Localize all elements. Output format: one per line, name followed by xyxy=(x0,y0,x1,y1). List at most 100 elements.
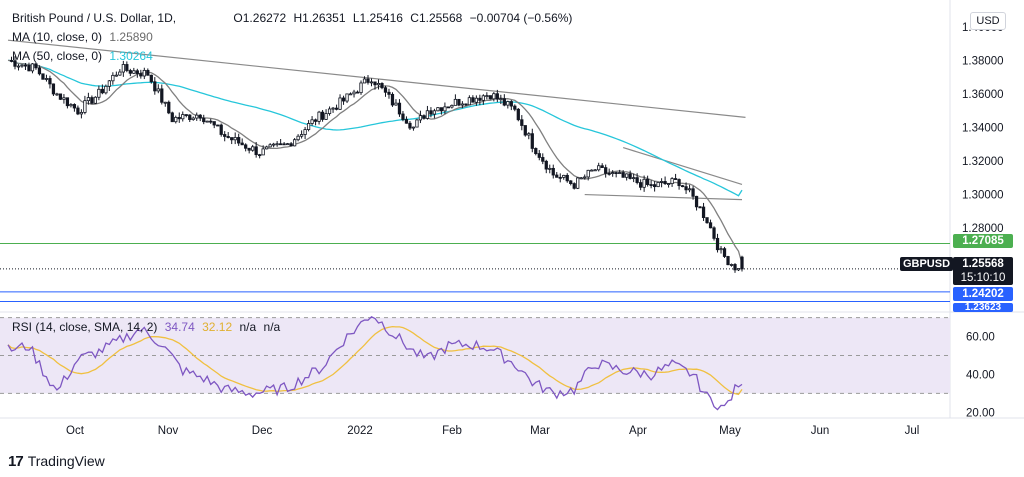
candle-body xyxy=(677,179,681,187)
price-tick-label: 1.36000 xyxy=(962,89,1004,101)
time-axis-label: Jun xyxy=(811,425,830,437)
brand-name: TradingView xyxy=(27,453,105,469)
candle-body xyxy=(16,65,21,68)
price-tick-label: 1.32000 xyxy=(962,156,1004,168)
candle-body xyxy=(527,133,531,136)
candle-body xyxy=(523,125,527,136)
candle-body xyxy=(355,91,360,94)
candle-body xyxy=(177,116,181,120)
rsi-label: RSI (14, close, SMA, 14, 2) xyxy=(12,320,158,334)
ma50-legend[interactable]: MA (50, close, 0) 1.30264 xyxy=(12,49,157,63)
candle-body xyxy=(313,119,318,122)
candle-body xyxy=(397,102,402,115)
candle-body xyxy=(142,69,146,77)
last-price-tag: 1.25568 15:10:10 xyxy=(953,257,1013,285)
candle-body xyxy=(55,93,59,96)
candle-body xyxy=(97,88,101,98)
candle-body xyxy=(401,113,405,120)
candle-body xyxy=(268,144,272,148)
candle-body xyxy=(219,124,223,135)
candle-body xyxy=(604,167,608,174)
candle-body xyxy=(432,110,437,115)
candle-body xyxy=(509,101,513,107)
candle-body xyxy=(422,115,426,119)
candle-body xyxy=(729,264,734,266)
candle-body xyxy=(226,136,230,138)
candle-body xyxy=(436,107,440,112)
candle-body xyxy=(652,184,657,188)
candle-body xyxy=(167,101,171,114)
candle-body xyxy=(628,173,632,179)
candle-body xyxy=(467,97,471,106)
green-level-tag: 1.27085 xyxy=(953,234,1013,248)
symbol-tag: GBPUSD xyxy=(900,257,953,271)
candle-body xyxy=(114,74,118,77)
candle-body xyxy=(338,97,342,110)
candle-body xyxy=(345,93,349,102)
tradingview-icon: 17 xyxy=(8,453,24,470)
candle-body xyxy=(93,96,98,104)
candle-body xyxy=(541,157,545,162)
candle-body xyxy=(79,111,84,115)
candle-body xyxy=(649,184,653,186)
candle-body xyxy=(513,105,517,110)
candle-body xyxy=(48,78,52,85)
candle-body xyxy=(387,91,391,95)
candle-body xyxy=(516,108,520,121)
candle-body xyxy=(740,256,744,270)
candle-body xyxy=(163,101,167,104)
candle-body xyxy=(736,268,741,271)
ohlc-open: O1.26272 xyxy=(233,11,287,25)
candle-body xyxy=(317,111,321,122)
candle-body xyxy=(366,78,370,83)
time-axis-label: 2022 xyxy=(347,425,373,437)
candle-body xyxy=(625,173,629,178)
ma50-line xyxy=(7,59,743,197)
candle-body xyxy=(111,74,115,82)
candle-body xyxy=(537,153,541,158)
candle-body xyxy=(373,81,377,86)
candle-body xyxy=(464,103,468,106)
candle-body xyxy=(593,169,597,172)
candle-body xyxy=(65,97,70,107)
candle-body xyxy=(359,82,363,94)
candle-body xyxy=(121,64,125,73)
candle-body xyxy=(544,160,548,170)
horizontal-levels[interactable] xyxy=(0,242,950,303)
ma10-legend[interactable]: MA (10, close, 0) 1.25890 xyxy=(12,30,157,44)
candle-body xyxy=(369,81,374,84)
candle-body xyxy=(160,88,164,103)
candle-body xyxy=(348,93,353,96)
candle-body xyxy=(576,177,580,189)
candle-body xyxy=(83,100,87,113)
candle-body xyxy=(230,137,234,141)
symbol-legend[interactable]: British Pound / U.S. Dollar, 1D, O1.2627… xyxy=(12,11,576,25)
candle-body xyxy=(586,169,590,178)
candle-body xyxy=(240,142,244,146)
candle-body xyxy=(244,144,248,149)
currency-selector[interactable]: USD xyxy=(970,12,1006,30)
candle-body xyxy=(34,63,38,69)
candle-body xyxy=(212,121,216,126)
candle-body xyxy=(303,129,307,135)
candle-body xyxy=(415,119,419,128)
trendlines[interactable] xyxy=(7,39,746,201)
ma10-label: MA (10, close, 0) xyxy=(12,30,103,44)
candle-body xyxy=(495,93,499,100)
rsi-legend[interactable]: RSI (14, close, SMA, 14, 2) 34.74 32.12 … xyxy=(12,320,284,334)
last-price-value: 1.25568 xyxy=(962,258,1004,270)
candle-body xyxy=(457,98,461,106)
candle-body xyxy=(306,123,311,130)
candle-body xyxy=(712,227,716,239)
candle-body xyxy=(562,174,566,178)
candle-body xyxy=(20,64,24,67)
candle-body xyxy=(72,104,77,109)
candle-body xyxy=(376,83,381,86)
tradingview-logo[interactable]: 17 TradingView xyxy=(8,453,105,470)
candle-body xyxy=(132,70,136,74)
candle-body xyxy=(258,154,262,157)
candle-body xyxy=(429,110,433,115)
candle-body xyxy=(471,97,475,103)
rsi-na-1: n/a xyxy=(239,320,257,334)
